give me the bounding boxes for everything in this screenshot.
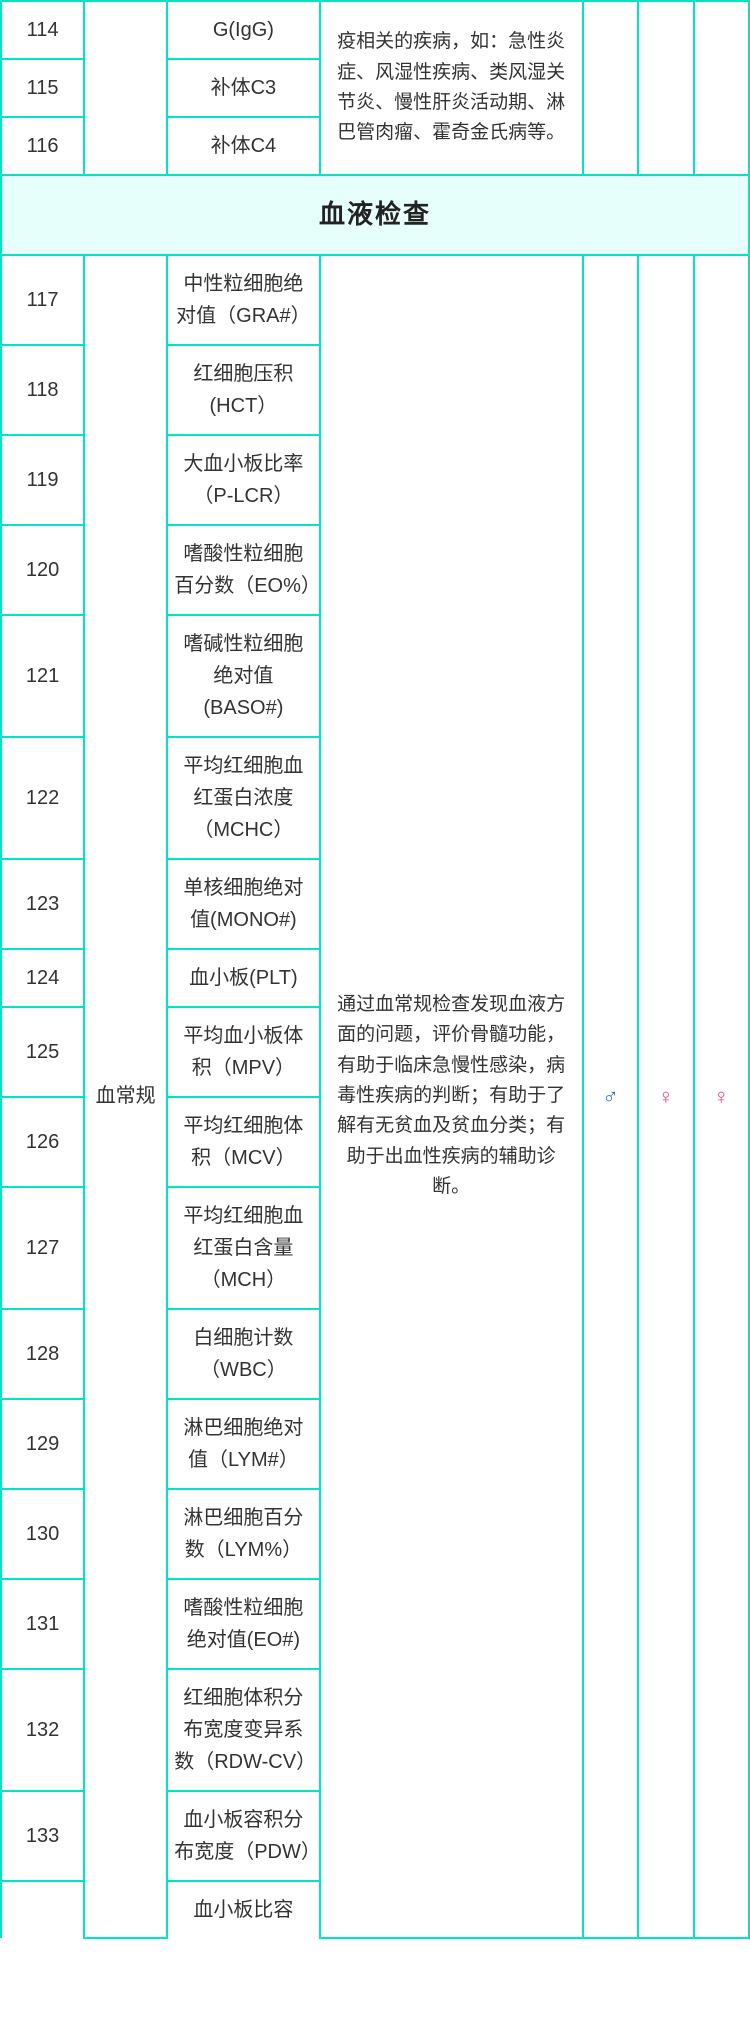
row-seq: 117 (1, 255, 84, 345)
row-seq: 123 (1, 859, 84, 949)
row-seq: 121 (1, 615, 84, 737)
row-name: 红细胞压积(HCT） (167, 345, 319, 435)
row-seq: 124 (1, 949, 84, 1007)
exam-table: 114 G(IgG) 疫相关的疾病，如：急性炎症、风湿性疾病、类风湿关节炎、慢性… (0, 0, 750, 1939)
symbol-male: ♂ (583, 255, 638, 1938)
blood-category: 血常规 (84, 255, 167, 1938)
row-seq: 131 (1, 1579, 84, 1669)
row-seq: 122 (1, 737, 84, 859)
table-row: 117 血常规 中性粒细胞绝对值（GRA#） 通过血常规检查发现血液方面的问题，… (1, 255, 749, 345)
top-sym2 (638, 1, 693, 175)
row-seq: 119 (1, 435, 84, 525)
row-seq (1, 1881, 84, 1938)
row-name: 平均血小板体积（MPV） (167, 1007, 319, 1097)
female-icon: ♀ (658, 1084, 675, 1109)
row-seq: 125 (1, 1007, 84, 1097)
row-name: 补体C3 (167, 59, 319, 117)
row-name: 嗜酸性粒细胞绝对值(EO#) (167, 1579, 319, 1669)
row-seq: 127 (1, 1187, 84, 1309)
male-icon: ♂ (602, 1084, 619, 1109)
row-name: 补体C4 (167, 117, 319, 175)
top-desc: 疫相关的疾病，如：急性炎症、风湿性疾病、类风湿关节炎、慢性肝炎活动期、淋巴管肉瘤… (320, 1, 583, 175)
row-name: 大血小板比率（P-LCR） (167, 435, 319, 525)
row-name: 单核细胞绝对值(MONO#) (167, 859, 319, 949)
row-name: 淋巴细胞绝对值（LYM#） (167, 1399, 319, 1489)
row-name: 白细胞计数（WBC） (167, 1309, 319, 1399)
row-name: 淋巴细胞百分数（LYM%） (167, 1489, 319, 1579)
female-icon: ♀ (713, 1084, 730, 1109)
table-row: 114 G(IgG) 疫相关的疾病，如：急性炎症、风湿性疾病、类风湿关节炎、慢性… (1, 1, 749, 59)
blood-desc: 通过血常规检查发现血液方面的问题，评价骨髓功能，有助于临床急慢性感染，病毒性疾病… (320, 255, 583, 1938)
row-name: 嗜碱性粒细胞绝对值(BASO#) (167, 615, 319, 737)
row-name: 红细胞体积分布宽度变异系数（RDW-CV） (167, 1669, 319, 1791)
row-name: 嗜酸性粒细胞百分数（EO%） (167, 525, 319, 615)
row-name: 平均红细胞血红蛋白含量（MCH） (167, 1187, 319, 1309)
top-sym1 (583, 1, 638, 175)
section-header-row: 血液检查 (1, 175, 749, 255)
row-seq: 132 (1, 1669, 84, 1791)
row-name: 血小板容积分布宽度（PDW） (167, 1791, 319, 1881)
row-seq: 120 (1, 525, 84, 615)
row-name: 平均红细胞血红蛋白浓度（MCHC） (167, 737, 319, 859)
row-name: G(IgG) (167, 1, 319, 59)
symbol-female: ♀ (638, 255, 693, 1938)
row-name: 平均红细胞体积（MCV） (167, 1097, 319, 1187)
row-seq: 128 (1, 1309, 84, 1399)
symbol-female2: ♀ (694, 255, 749, 1938)
row-seq: 130 (1, 1489, 84, 1579)
row-seq: 129 (1, 1399, 84, 1489)
top-category (84, 1, 167, 175)
row-seq: 126 (1, 1097, 84, 1187)
row-name: 血小板比容 (167, 1881, 319, 1938)
section-header: 血液检查 (1, 175, 749, 255)
row-seq: 133 (1, 1791, 84, 1881)
row-seq: 114 (1, 1, 84, 59)
row-seq: 115 (1, 59, 84, 117)
row-seq: 118 (1, 345, 84, 435)
row-name: 中性粒细胞绝对值（GRA#） (167, 255, 319, 345)
row-name: 血小板(PLT) (167, 949, 319, 1007)
row-seq: 116 (1, 117, 84, 175)
top-sym3 (694, 1, 749, 175)
